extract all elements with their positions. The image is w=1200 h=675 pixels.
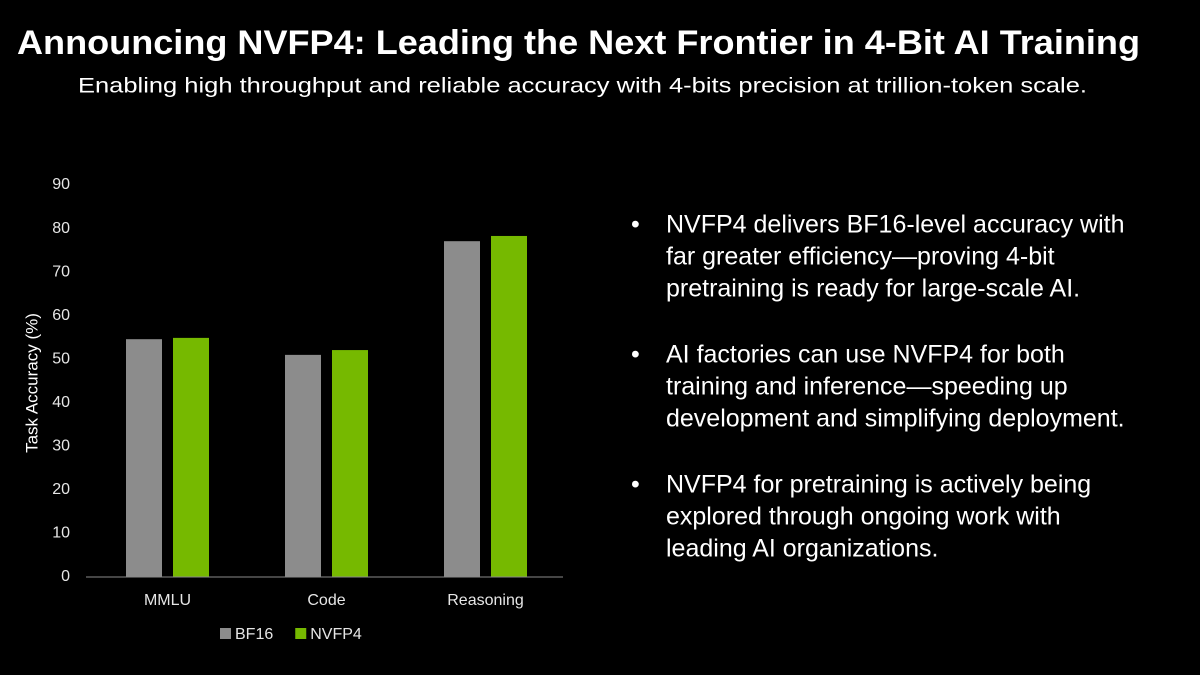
bullet-text: far greater efficiency—proving 4-bit <box>666 243 1055 271</box>
y-tick-label: 50 <box>52 350 70 367</box>
bullet-text: explored through ongoing work with <box>666 503 1061 531</box>
y-tick-label: 60 <box>52 307 70 324</box>
y-tick-label: 90 <box>52 176 70 193</box>
bullet-text: pretraining is ready for large-scale AI. <box>666 275 1080 303</box>
y-axis-label: Task Accuracy (%) <box>22 313 41 453</box>
bar <box>332 350 368 577</box>
legend-swatch <box>295 628 307 639</box>
bar <box>491 235 527 577</box>
legend-label: BF16 <box>235 626 273 643</box>
legend-swatch <box>220 628 231 639</box>
bullet-text: NVFP4 for pretraining is actively being <box>666 471 1091 499</box>
y-tick-label: 40 <box>52 394 70 411</box>
x-tick-label: MMLU <box>144 592 191 609</box>
bar <box>173 337 209 577</box>
x-tick-label: Code <box>307 592 345 609</box>
bullet-text: NVFP4 delivers BF16-level accuracy with <box>666 211 1125 239</box>
bullet-dot: • <box>631 471 640 499</box>
subtitle: Enabling high throughput and reliable ac… <box>78 75 1087 98</box>
bullet-dot: • <box>631 341 640 369</box>
legend-label: NVFP4 <box>310 626 362 643</box>
bullet-text: leading AI organizations. <box>666 535 938 563</box>
y-tick-label: 70 <box>52 263 70 280</box>
bar <box>285 354 321 577</box>
bullet-text: AI factories can use NVFP4 for both <box>666 341 1065 369</box>
bar <box>126 339 162 577</box>
bullet-dot: • <box>631 211 640 239</box>
y-tick-label: 80 <box>52 220 70 237</box>
y-tick-label: 30 <box>52 438 70 455</box>
bar <box>444 241 480 578</box>
bullet-text: training and inference—speeding up <box>666 373 1068 401</box>
bullet-text: development and simplifying deployment. <box>666 405 1125 433</box>
y-tick-label: 20 <box>52 481 70 498</box>
y-tick-label: 0 <box>61 568 70 585</box>
title: Announcing NVFP4: Leading the Next Front… <box>17 24 1140 62</box>
y-tick-label: 10 <box>52 525 70 542</box>
x-tick-label: Reasoning <box>447 592 524 609</box>
